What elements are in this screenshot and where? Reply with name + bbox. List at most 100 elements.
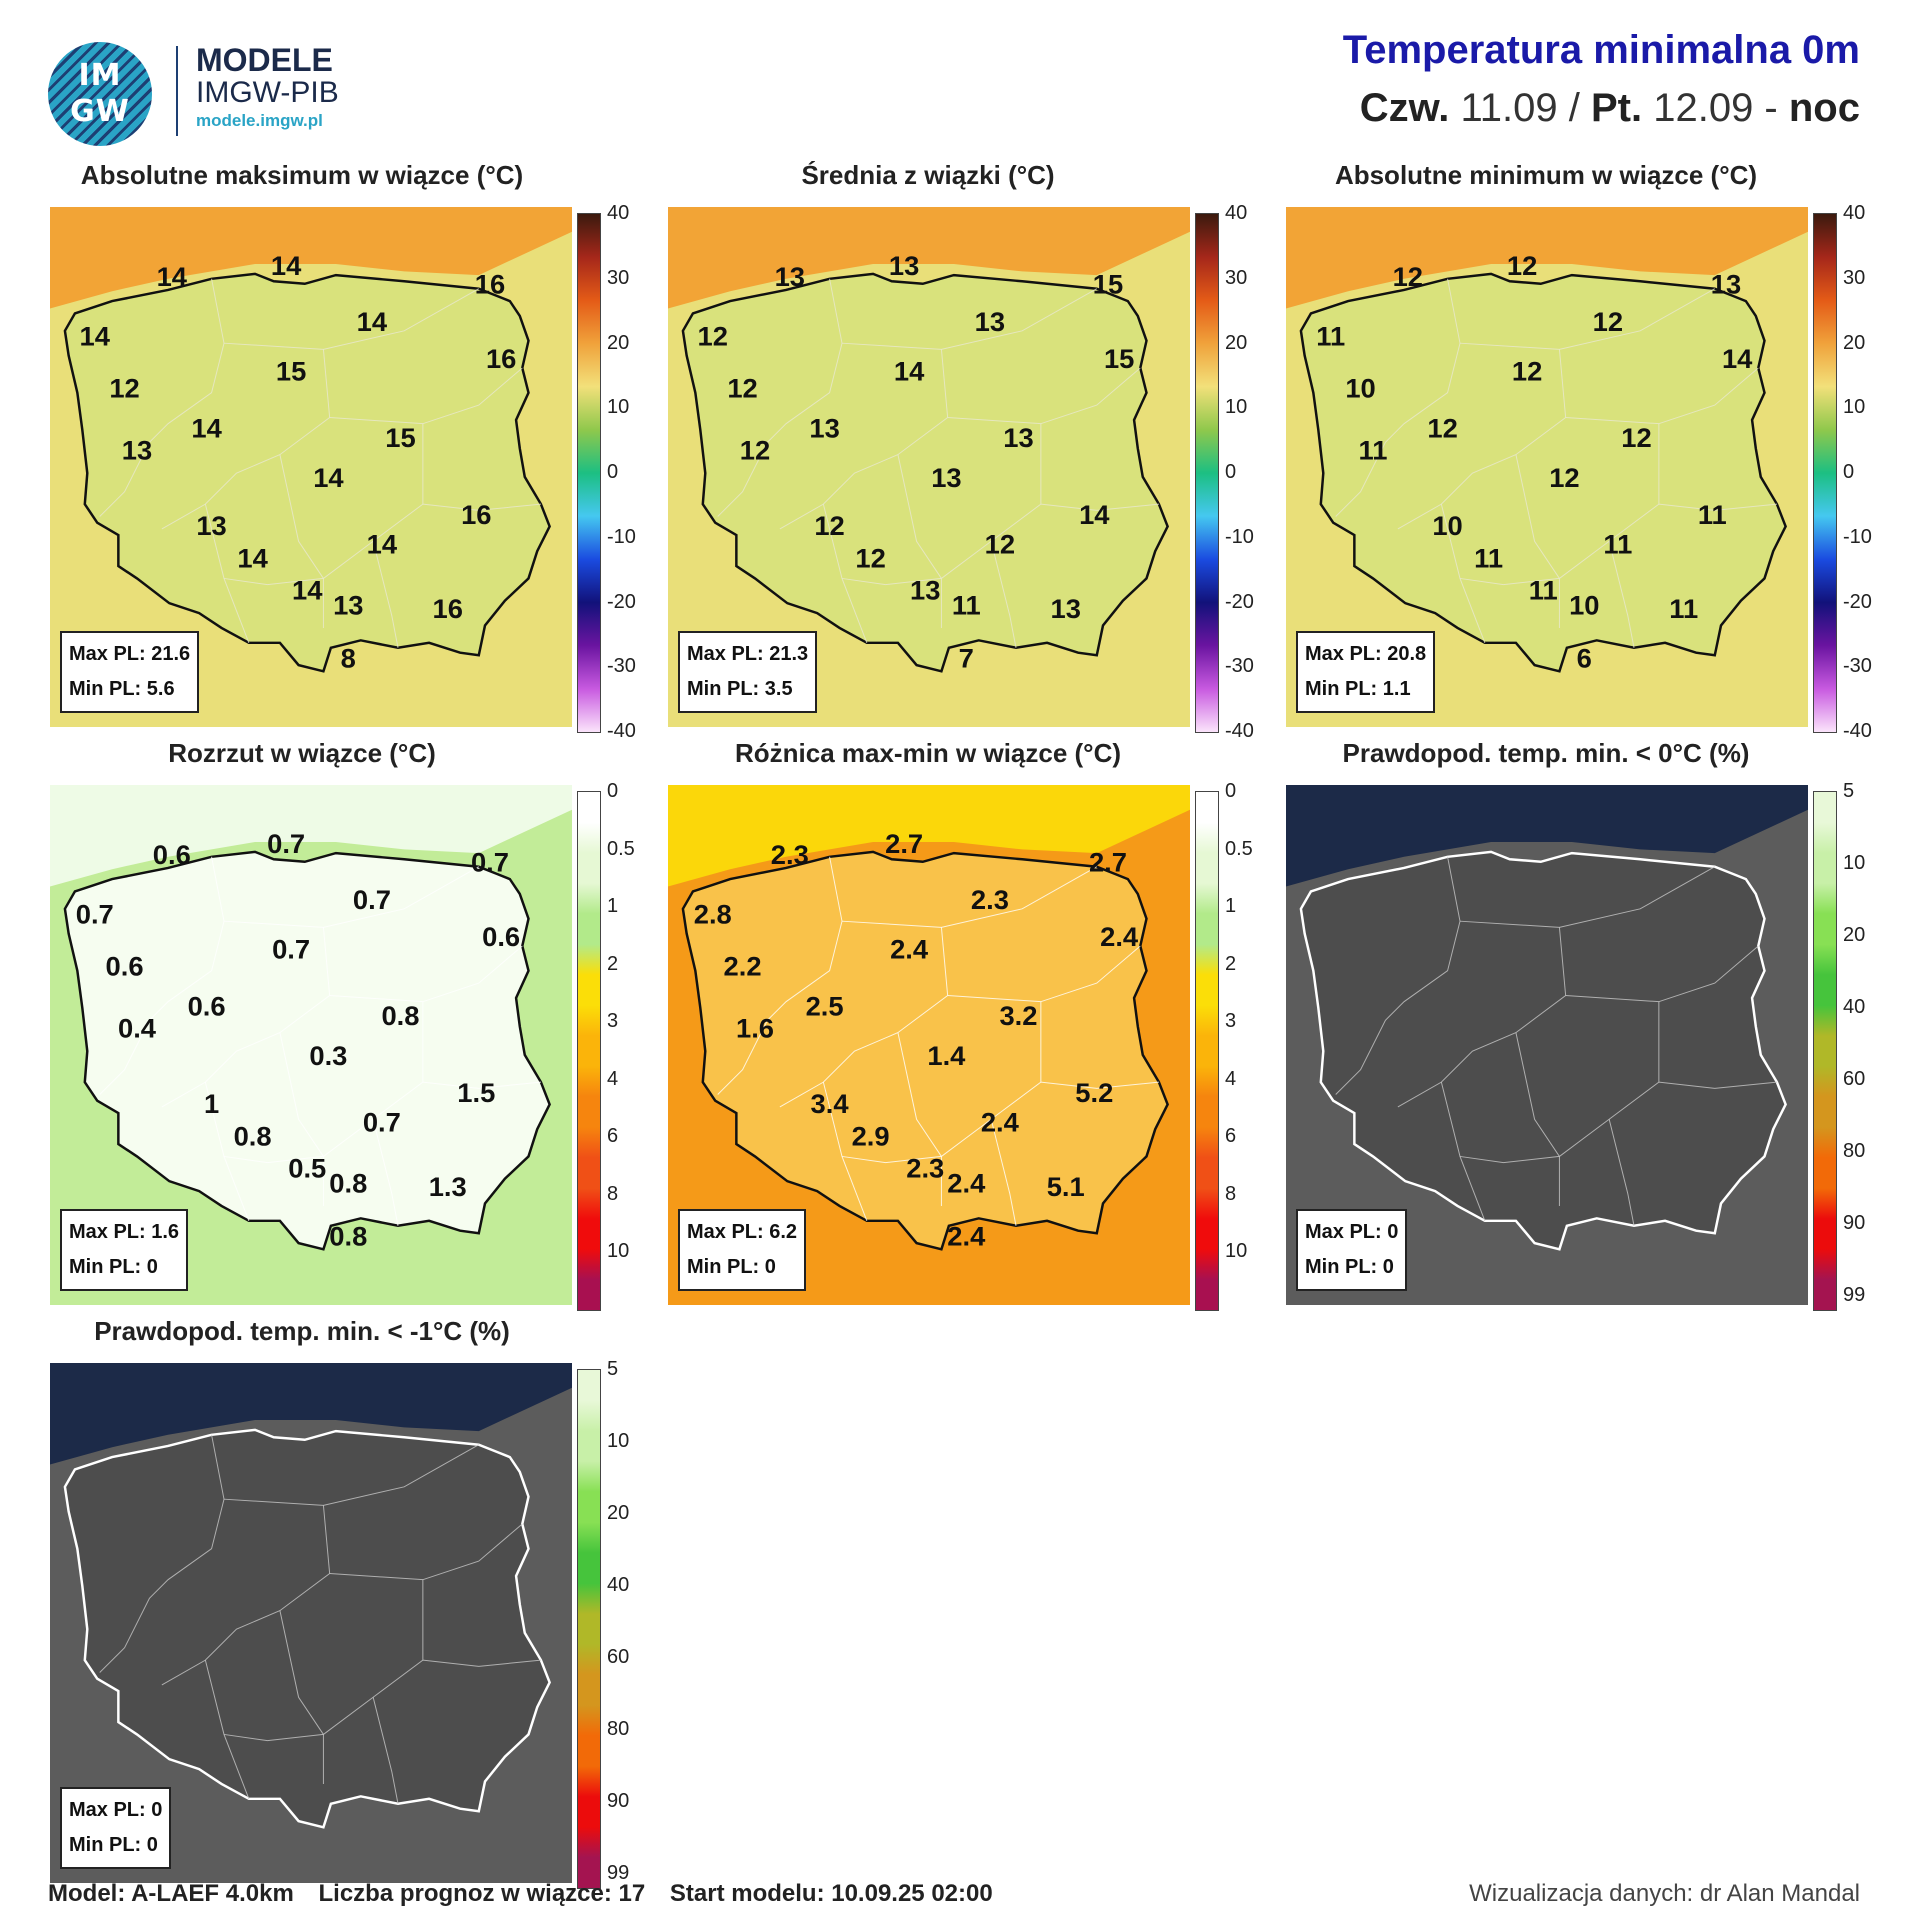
map-value-label: 0.4 [118,1013,157,1044]
colorbar-tick-label: 20 [1843,923,1866,946]
colorbar-prob-1 [577,1369,601,1889]
colorbar-diff [1195,791,1219,1311]
footer-model: Model: A-LAEF 4.0km [48,1880,294,1907]
map-value-label: 2.3 [971,884,1009,915]
map-value-label: 12 [814,510,844,541]
map-abs-max: 14 14 16 14 14 16 12 15 14 15 13 14 13 16 14 14 14 13 16 8 M… [50,207,572,727]
map-value-label: 13 [196,510,226,541]
colorbar-tick-label: -20 [607,590,636,613]
footer-credit: Wizualizacja danych: dr Alan Mandal [1469,1880,1860,1907]
date-day1: Czw. [1359,86,1450,130]
map-value-label: 16 [433,593,463,624]
panel-title-prob-0: Prawdopod. temp. min. < 0°C (%) [1342,738,1750,768]
map-value-label: 14 [271,250,302,281]
page-title: Temperatura minimalna 0m [1342,28,1860,72]
voivodeship-border [1658,1081,1777,1089]
map-value-label: 14 [191,412,222,443]
colorbar-tick-label: 1 [1225,895,1237,918]
logo-subtitle: IMGW-PIB [196,76,339,109]
voivodeship-border [422,1081,541,1089]
poland-outline [63,272,551,673]
stat-max: Max PL: 1.6 [69,1221,180,1243]
colorbar-mean [1195,213,1219,733]
colorbar-tick-label: 99 [607,1861,630,1884]
colorbar-tick-label: 80 [607,1717,630,1740]
map-value-label: 5.2 [1075,1077,1113,1108]
panel-title-mean: Średnia z wiązki (°C) [801,160,1055,190]
colorbar-tick-label: -40 [1225,720,1254,742]
voivodeship-border [279,454,324,628]
map-value-label: 10 [1432,510,1462,541]
map-value-label: 0.6 [106,951,144,982]
poland-outline [63,850,551,1251]
colorbar-tick-label: 6 [607,1125,619,1148]
map-value-label: 0.7 [471,847,509,878]
forecast-date: Czw. 11.09 / Pt. 12.09 - noc [1360,86,1860,131]
colorbar-tick-label: 10 [607,1429,630,1452]
map-value-label: 12 [740,435,770,466]
voivodeship-border [1515,1032,1560,1206]
voivodeship-border [323,1001,424,1157]
stat-max: Max PL: 6.2 [687,1221,798,1243]
poland-outline [1299,272,1787,673]
voivodeship-border [223,1444,480,1506]
map-value-label: 12 [698,321,728,352]
voivodeship-border [372,541,399,648]
colorbar-tick-label: 40 [1843,202,1866,224]
stat-min: Min PL: 0 [687,1256,776,1278]
map-value-label: 3.4 [811,1088,850,1119]
voivodeship-border [1459,866,1716,928]
map-value-label: 13 [1003,422,1033,453]
voivodeship-border [779,927,949,1108]
logo-divider [176,46,178,136]
map-value-label: 2.3 [771,839,809,870]
baltic-sea [1286,785,1808,887]
map-value-label: 12 [1621,422,1651,453]
voivodeship-border [947,367,1141,425]
colorbar-tick-label: 10 [607,1240,630,1263]
map-value-label: 1 [204,1088,219,1119]
baltic-sea [668,207,1190,309]
stat-min: Min PL: 3.5 [687,678,793,700]
date-value1: 11.09 / [1449,86,1591,130]
voivodeship-border [841,866,1098,928]
map-value-label: 13 [975,306,1005,337]
map-value-label: 11 [1603,529,1632,560]
voivodeship-border [422,503,541,511]
map-value-label: 12 [727,373,757,404]
panel-title-prob-1: Prawdopod. temp. min. < -1°C (%) [94,1316,510,1346]
map-abs-min: 12 12 13 11 12 14 10 12 12 12 11 12 10 11 11 11 11 10 11 6 M… [1286,207,1808,727]
colorbar-tick-label: 40 [607,202,630,224]
baltic-sea [50,1363,572,1465]
map-value-label: 14 [1722,343,1753,374]
colorbar-tick-label: 80 [1843,1139,1866,1162]
poland-outline [681,850,1169,1251]
map-value-label: 0.8 [329,1221,367,1252]
stat-min: Min PL: 0 [1305,1256,1394,1278]
voivodeship-border [323,423,424,579]
map-value-label: 0.5 [288,1153,326,1184]
map-value-label: 13 [931,462,961,493]
voivodeship-border [223,577,324,586]
voivodeship-border [329,367,523,425]
voivodeship-border [329,945,523,1003]
map-value-label: 12 [855,542,885,573]
voivodeship-border [841,577,942,586]
colorbar-tick-label: 20 [607,331,630,354]
stat-max: Max PL: 0 [69,1799,163,1821]
voivodeship-border [161,1505,331,1686]
map-diff: 2.3 2.7 2.7 2.8 2.3 2.4 2.2 2.4 2.5 3.2 1.6 1.4 3.4 5… [668,785,1190,1305]
voivodeship-border [1559,1001,1660,1157]
map-value-label: 14 [80,321,111,352]
map-prob-0: Max PL: 0 Min PL: 0 [1286,785,1808,1305]
stat-box: Max PL: 21.3 Min PL: 3.5 [678,631,818,713]
map-value-label: 12 [1427,412,1457,443]
colorbar-tick-label: 20 [1225,331,1248,354]
colorbar-tick-label: 3 [1225,1010,1237,1033]
map-spread: 0.6 0.7 0.7 0.7 0.7 0.6 0.6 0.7 0.6 0.8 0.4 0.3 1 1.5… [50,785,572,1305]
colorbar-abs-max [577,213,601,733]
map-value-label: 14 [1079,499,1110,530]
footer-members: Liczba prognoz w wiązce: 17 [318,1880,646,1907]
colorbar-tick-label: 4 [1225,1067,1237,1090]
voivodeship-border [1565,945,1759,1003]
